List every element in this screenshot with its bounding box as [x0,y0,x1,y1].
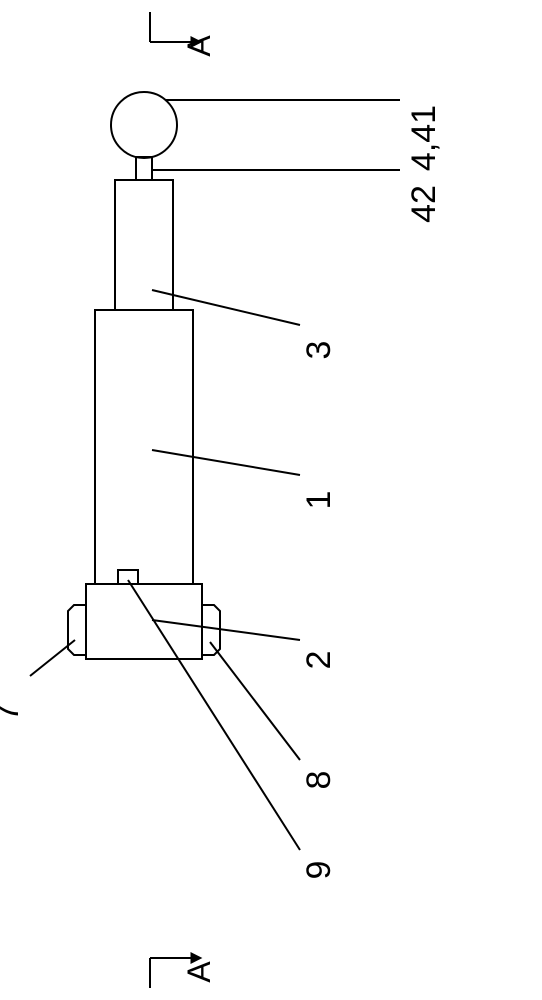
piston [115,180,173,310]
top-notch [68,605,86,655]
part-label: 42 [405,185,443,223]
bottom-notch [202,605,220,655]
leader-line [30,640,75,676]
base-block [86,584,202,659]
part-label: 4,41 [405,105,443,171]
neck [136,157,152,180]
engineering-diagram: 4,41 42 3 1 2 7 8 9 A A [0,0,542,1000]
leader-line [152,620,300,640]
part-label: 8 [300,771,338,790]
part-label: 1 [300,491,338,510]
leader-line [152,290,300,325]
leader-line [210,642,300,760]
ball [111,92,177,158]
section-label: A [181,35,217,57]
leader-line [128,580,300,850]
part-label: 7 [0,703,26,722]
part-label: 9 [300,861,338,880]
section-label: A [181,961,217,983]
part-label: 2 [300,651,338,670]
part-label: 3 [300,341,338,360]
cylinder [95,310,193,584]
stub [118,570,138,584]
leader-line [152,450,300,475]
